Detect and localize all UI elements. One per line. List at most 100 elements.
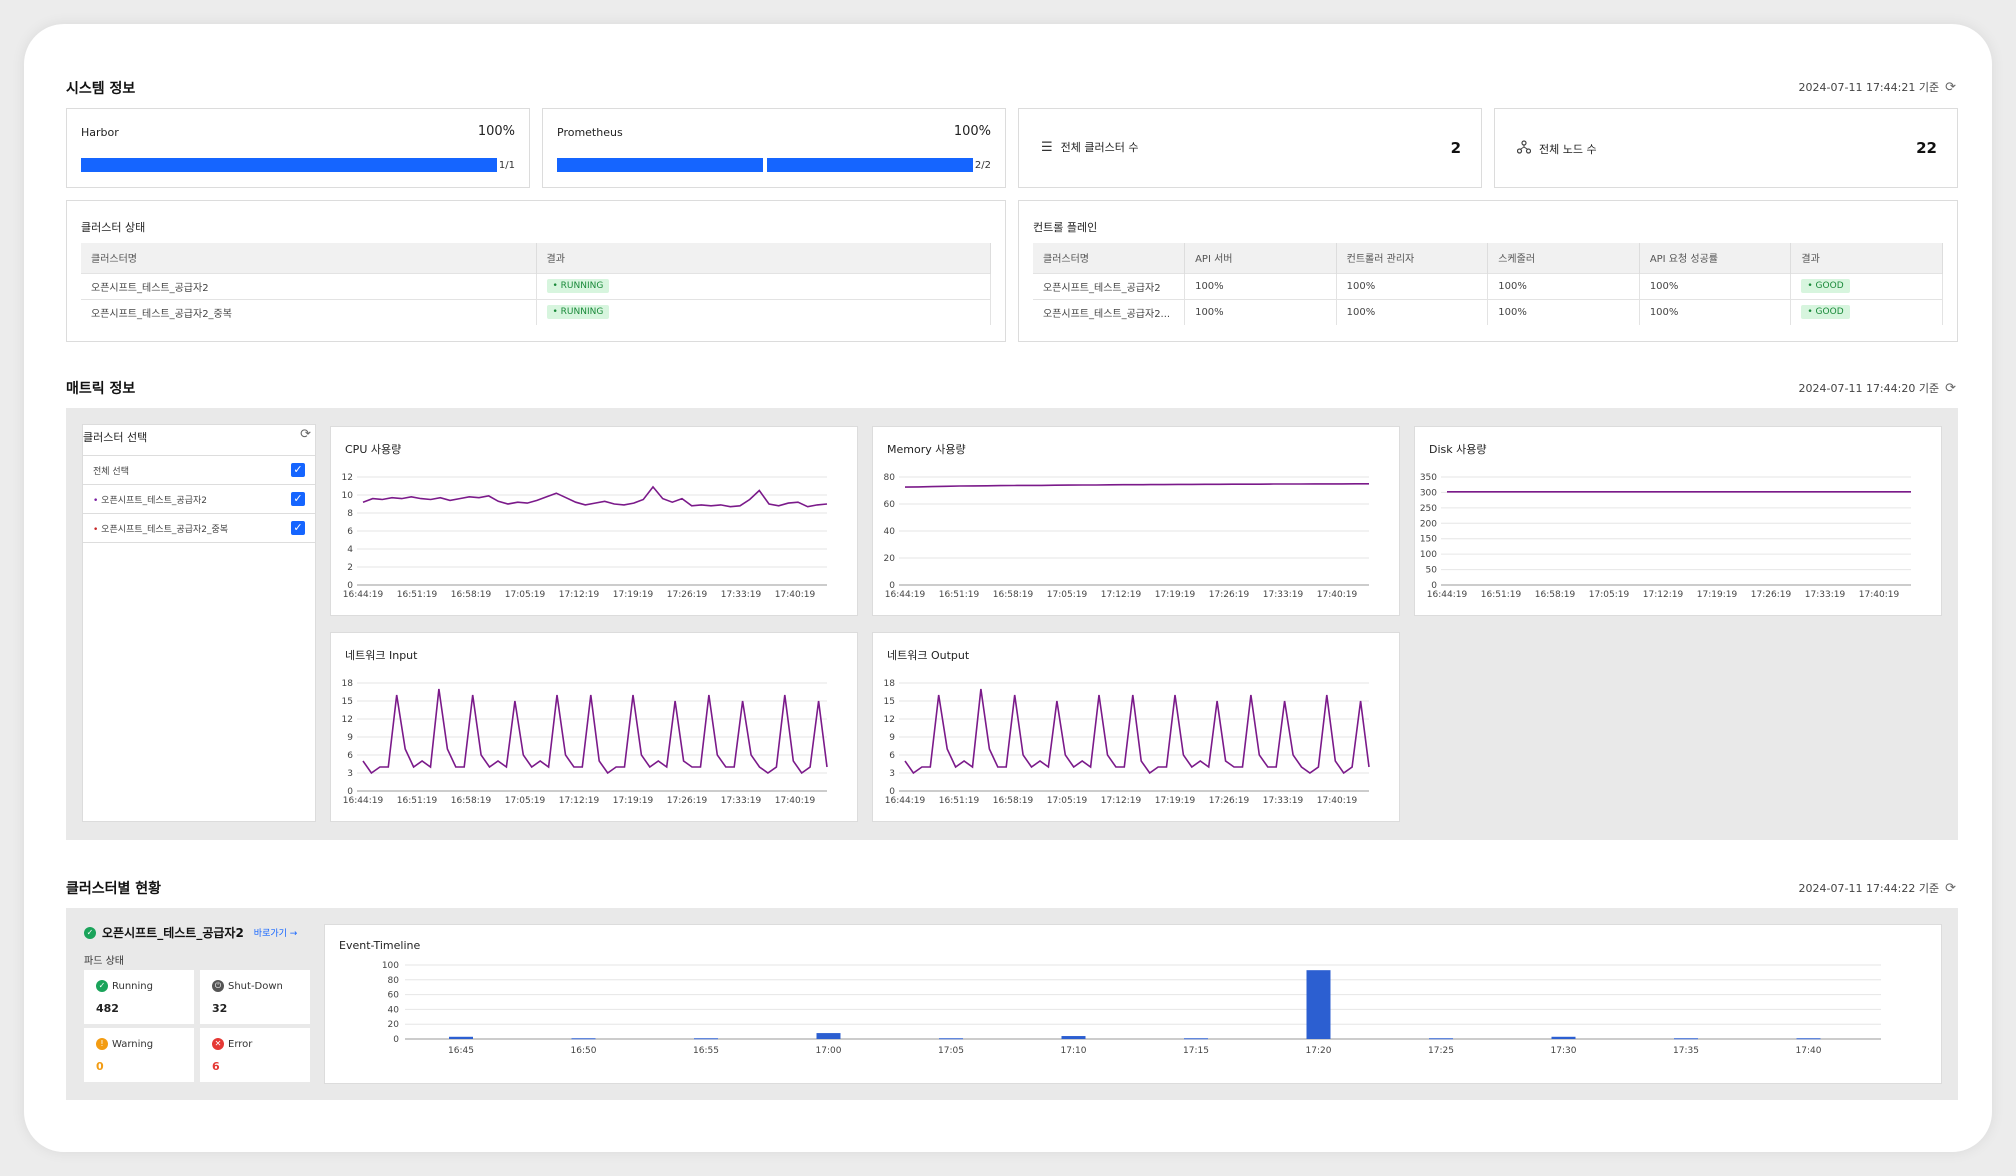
pod-error-card[interactable]: ✕ Error 6 [200,1028,310,1082]
network-input-chart-card: 네트워크 Input 0 3 6 9 12 15 18 16:44:19 16:51:19 16:… [330,632,858,822]
control-plane-card: 컨트롤 플레인 클러스터명 API 서버 컨트롤러 관리자 스케줄러 API 요… [1018,200,1958,342]
table-row[interactable]: 오픈시프트_테스트_공급자2 • RUNNING [81,272,991,299]
x-tick-label: 17:05:19 [505,796,546,806]
y-tick-label: 40 [884,527,896,537]
bar [1796,1038,1821,1040]
chart-title: Event-Timeline [339,939,421,952]
status-badge: • GOOD [1801,305,1850,320]
chart-title: 네트워크 Output [887,649,970,662]
y-tick-label: 0 [889,787,895,797]
x-tick-label: 16:44:19 [343,796,384,806]
x-tick-label: 17:40:19 [1859,590,1900,600]
cell-rate: 100% [1639,298,1792,325]
y-tick-label: 4 [347,545,353,555]
total-nodes-label: 전체 노드 수 [1539,142,1597,156]
total-clusters-card: ☰ 전체 클러스터 수 2 [1018,108,1482,188]
y-tick-label: 10 [342,491,354,501]
cell-result: • RUNNING [536,272,991,299]
y-tick-label: 9 [347,733,353,743]
y-tick-label: 20 [388,1020,400,1030]
cluster-section-timestamp: 2024-07-11 17:44:22 기준 ⟳ [1799,880,1956,896]
cell-rate: 100% [1639,272,1792,299]
x-tick-label: 17:19:19 [613,796,654,806]
pod-value: 482 [96,1002,119,1015]
check-circle-icon: ✓ [96,980,108,992]
bar [571,1038,596,1040]
y-tick-label: 3 [347,769,353,779]
system-info-title: 시스템 정보 [66,81,136,97]
x-tick-label: 17:05 [938,1046,964,1056]
pod-value: 32 [212,1002,228,1015]
x-tick-label: 16:44:19 [885,590,926,600]
x-tick-label: 17:19:19 [613,590,654,600]
x-tick-label: 17:40:19 [775,796,816,806]
refresh-icon[interactable]: ⟳ [300,427,311,442]
metrics-title: 매트릭 정보 [66,381,136,397]
cluster-header: ✓ 오픈시프트_테스트_공급자2 바로가기 → [84,924,297,941]
event-timeline-card: Event-Timeline 0 20 40 60 80 100 16:45 16:50 16:… [324,924,1942,1084]
chart-title: Disk 사용량 [1429,443,1487,456]
pod-label-text: Warning [112,1038,154,1050]
selector-item-cluster[interactable]: • 오픈시프트_테스트_공급자2_중복 ✓ [83,514,315,543]
y-tick-label: 100 [1420,550,1437,560]
x-tick-label: 17:26:19 [1751,590,1792,600]
refresh-icon[interactable]: ⟳ [1945,380,1956,396]
x-tick-label: 17:05:19 [1047,796,1088,806]
status-badge: • GOOD [1801,279,1850,293]
cluster-status-card: 클러스터 상태 클러스터명 결과 오픈시프트_테스트_공급자2 • RUNNIN… [66,200,1006,342]
x-tick-label: 17:12:19 [1643,590,1684,600]
goto-link[interactable]: 바로가기 → [253,929,298,939]
selector-item-text: 오픈시프트_테스트_공급자2 [101,495,207,506]
bar [1551,1036,1576,1039]
cell-api: 100% [1184,298,1337,325]
x-tick-label: 17:19:19 [1155,590,1196,600]
table-row[interactable]: 오픈시프트_테스트_공급자2... 100% 100% 100% 100% • … [1033,298,1943,325]
x-tick-label: 17:26:19 [1209,796,1250,806]
total-clusters-label: 전체 클러스터 수 [1060,141,1139,154]
x-tick-label: 16:51:19 [397,590,438,600]
cell-ctrl: 100% [1336,272,1489,299]
x-tick-label: 16:58:19 [993,590,1034,600]
memory-chart-card: Memory 사용량 0 20 40 60 80 16:44:19 16:51:19 16:5… [872,426,1400,616]
table-row[interactable]: 오픈시프트_테스트_공급자2 100% 100% 100% 100% • GOO… [1033,272,1943,299]
y-tick-label: 6 [347,751,353,761]
cell-result: • RUNNING [536,298,991,325]
power-icon: ⏻ [212,980,224,992]
x-tick-label: 17:05:19 [505,590,546,600]
x-tick-label: 16:58:19 [1535,590,1576,600]
checkbox-checked-icon[interactable]: ✓ [291,492,305,506]
prometheus-progress-segment [767,158,973,172]
x-tick-label: 17:15 [1183,1046,1209,1056]
col-api-server: API 서버 [1184,243,1337,273]
y-tick-label: 15 [342,697,353,707]
y-tick-label: 18 [342,679,354,689]
pod-shutdown-card[interactable]: ⏻ Shut-Down 32 [200,970,310,1024]
checkbox-checked-icon[interactable]: ✓ [291,521,305,535]
x-tick-label: 17:20 [1306,1046,1332,1056]
cell-sched: 100% [1487,298,1640,325]
selector-item-cluster[interactable]: • 오픈시프트_테스트_공급자2 ✓ [83,485,315,514]
table-row[interactable]: 오픈시프트_테스트_공급자2_중복 • RUNNING [81,298,991,325]
disk-usage-chart: 0 50 100 150 200 250 300 350 16:44:19 16:51:19 16:… [1420,473,1911,600]
nodes-icon [1516,139,1532,158]
prometheus-progress-segment [557,158,763,172]
y-tick-label: 0 [347,581,353,591]
checkbox-checked-icon[interactable]: ✓ [291,463,305,477]
x-tick-label: 16:50 [571,1046,597,1056]
x-tick-label: 16:44:19 [885,796,926,806]
x-tick-label: 16:51:19 [1481,590,1522,600]
y-tick-label: 6 [889,751,895,761]
pod-running-card[interactable]: ✓ Running 482 [84,970,194,1024]
y-tick-label: 150 [1420,535,1437,545]
selector-item-text: 오픈시프트_테스트_공급자2_중복 [101,524,229,535]
check-circle-icon: ✓ [84,926,96,939]
selector-item-all[interactable]: 전체 선택 ✓ [83,456,315,485]
pod-warning-card[interactable]: ! Warning 0 [84,1028,194,1082]
cpu-chart-card: CPU 사용량 0 2 4 6 8 10 12 16:44:19 16:51:19 16:58:1… [330,426,858,616]
x-tick-label: 17:19:19 [1697,590,1738,600]
prometheus-fraction: 2/2 [974,160,991,171]
refresh-icon[interactable]: ⟳ [1945,880,1956,896]
y-tick-label: 12 [342,473,353,483]
refresh-icon[interactable]: ⟳ [1945,79,1956,95]
prometheus-percent: 100% [953,124,991,139]
